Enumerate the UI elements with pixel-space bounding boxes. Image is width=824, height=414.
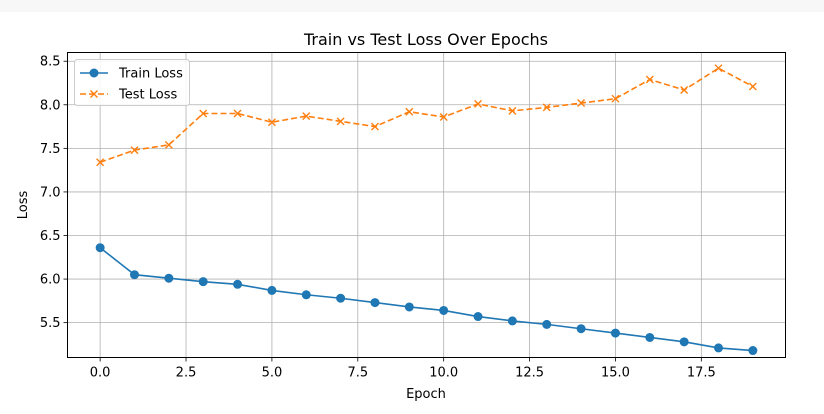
test-loss-point xyxy=(302,112,311,121)
y-tick-label: 6.5 xyxy=(40,229,61,244)
y-tick-label: 8.0 xyxy=(40,98,61,113)
y-tick-label: 6.0 xyxy=(40,273,61,288)
train-loss-point xyxy=(336,293,346,303)
train-loss-point xyxy=(473,312,483,322)
test-loss-point xyxy=(611,94,620,103)
x-tick-label: 0.0 xyxy=(90,366,111,381)
train-loss-point xyxy=(679,337,689,347)
legend-marker xyxy=(89,68,99,78)
y-axis-ticks: 5.5 6.0 6.5 7.0 7.5 8.0 8.5 xyxy=(40,55,68,331)
test-loss-point xyxy=(336,117,345,126)
train-loss-point xyxy=(404,302,414,312)
train-loss-point xyxy=(233,279,243,289)
plot-area-frame xyxy=(67,52,786,358)
legend-label: Train Loss xyxy=(118,67,183,82)
train-loss-point xyxy=(164,273,174,283)
train-loss-point xyxy=(198,277,208,287)
train-loss-line xyxy=(99,247,753,352)
train-loss-point xyxy=(370,298,380,308)
train-loss-point xyxy=(645,332,655,342)
x-axis-label: Epoch xyxy=(406,387,446,402)
legend-label: Test Loss xyxy=(118,88,177,103)
test-loss-point xyxy=(508,106,517,115)
test-loss-point xyxy=(714,64,723,73)
train-loss-point xyxy=(439,305,449,315)
x-tick-label: 2.5 xyxy=(176,366,197,381)
test-loss-point xyxy=(474,99,483,108)
train-loss-point xyxy=(714,343,724,353)
train-loss-point xyxy=(576,324,586,334)
chart-title: Train vs Test Loss Over Epochs xyxy=(303,30,548,49)
series-layer xyxy=(95,64,758,356)
x-tick-label: 15.0 xyxy=(601,366,630,381)
train-loss-point xyxy=(301,290,311,300)
y-tick-label: 7.5 xyxy=(40,142,61,157)
test-loss-point xyxy=(680,85,689,94)
y-tick-label: 7.0 xyxy=(40,185,61,200)
x-tick-label: 5.0 xyxy=(262,366,283,381)
train-loss-point xyxy=(129,270,139,280)
test-loss-point xyxy=(199,109,208,118)
test-loss-point xyxy=(370,122,379,131)
y-tick-label: 5.5 xyxy=(40,316,61,331)
window-top-strip xyxy=(0,0,824,12)
train-loss-point xyxy=(95,243,105,253)
y-tick-label: 8.5 xyxy=(40,55,61,70)
test-loss-point xyxy=(405,107,414,116)
test-loss-point xyxy=(130,146,139,155)
train-loss-point xyxy=(542,319,552,329)
x-tick-label: 17.5 xyxy=(687,366,716,381)
legend-marker xyxy=(90,90,98,98)
x-tick-label: 10.0 xyxy=(429,366,458,381)
grid xyxy=(67,52,786,358)
test-loss-point xyxy=(748,82,757,91)
train-loss-point xyxy=(507,316,517,326)
x-tick-label: 7.5 xyxy=(347,366,368,381)
test-loss-point xyxy=(645,75,654,84)
legend-item-test-loss: Test Loss xyxy=(80,88,177,103)
test-loss-point xyxy=(96,158,105,167)
test-loss-point xyxy=(542,103,551,112)
test-loss-line xyxy=(99,67,754,164)
x-tick-label: 12.5 xyxy=(515,366,544,381)
test-loss-point xyxy=(577,99,586,108)
x-axis-ticks: 0.0 2.5 5.0 7.5 10.0 12.5 15.0 17.5 xyxy=(90,357,716,381)
legend: Train Loss Test Loss xyxy=(74,59,190,106)
test-loss-point xyxy=(267,118,276,127)
train-loss-point xyxy=(267,285,277,295)
y-axis-label: Loss xyxy=(16,191,31,220)
test-loss-point xyxy=(164,140,173,149)
test-loss-point xyxy=(439,112,448,121)
train-loss-point xyxy=(610,328,620,338)
legend-item-train-loss: Train Loss xyxy=(80,67,183,82)
test-loss-point xyxy=(233,109,242,118)
train-loss-point xyxy=(748,346,758,356)
